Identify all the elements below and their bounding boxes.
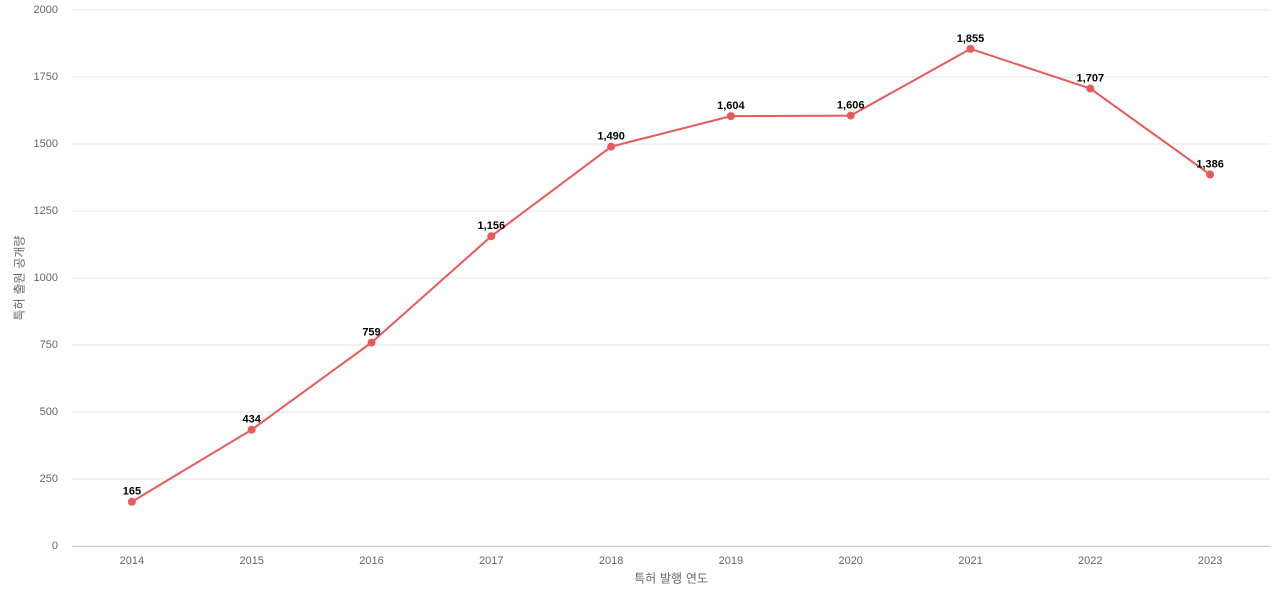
point — [367, 338, 376, 347]
data-label: 1,855 — [957, 33, 985, 45]
x-tick-label: 2021 — [958, 555, 982, 567]
point — [1086, 84, 1095, 93]
x-tick-label: 2020 — [838, 555, 862, 567]
x-tick-label: 2019 — [719, 555, 743, 567]
y-tick-label: 1000 — [34, 272, 58, 284]
line — [131, 47, 1211, 503]
x-tick-label: 2018 — [599, 555, 623, 567]
x-tick-label: 2016 — [359, 555, 383, 567]
data-label: 1,707 — [1077, 72, 1105, 84]
y-axis-title: 특허 출원 공개량 — [13, 236, 27, 321]
data-label: 759 — [362, 326, 380, 338]
data-label: 1,606 — [837, 99, 865, 111]
x-tick-label: 2022 — [1078, 555, 1102, 567]
y-tick-label: 1500 — [34, 138, 58, 150]
data-label: 434 — [243, 414, 262, 426]
data-label: 1,490 — [597, 131, 625, 143]
x-tick-label: 2023 — [1198, 555, 1222, 567]
point — [1206, 170, 1215, 179]
y-tick-label: 0 — [52, 540, 58, 552]
y-tick-label: 2000 — [34, 4, 58, 16]
x-tick-label: 2015 — [239, 555, 263, 567]
point — [127, 497, 136, 506]
x-tick-label: 2014 — [120, 555, 144, 567]
point — [966, 44, 975, 53]
x-tick-label: 2017 — [479, 555, 503, 567]
data-label: 1,156 — [478, 220, 506, 232]
point — [607, 142, 616, 151]
y-tick-label: 750 — [40, 339, 58, 351]
data-label: 1,604 — [717, 100, 745, 112]
x-axis-title: 특허 발행 연도 — [634, 571, 708, 586]
data-label: 165 — [123, 486, 141, 498]
data-label: 1,386 — [1196, 158, 1224, 170]
y-tick-label: 1250 — [34, 205, 58, 217]
point — [487, 232, 496, 241]
y-tick-label: 500 — [40, 406, 58, 418]
y-tick-label: 250 — [40, 473, 58, 485]
y-tick-label: 1750 — [34, 71, 58, 83]
point — [846, 111, 855, 120]
point — [247, 425, 256, 434]
point — [726, 112, 735, 121]
